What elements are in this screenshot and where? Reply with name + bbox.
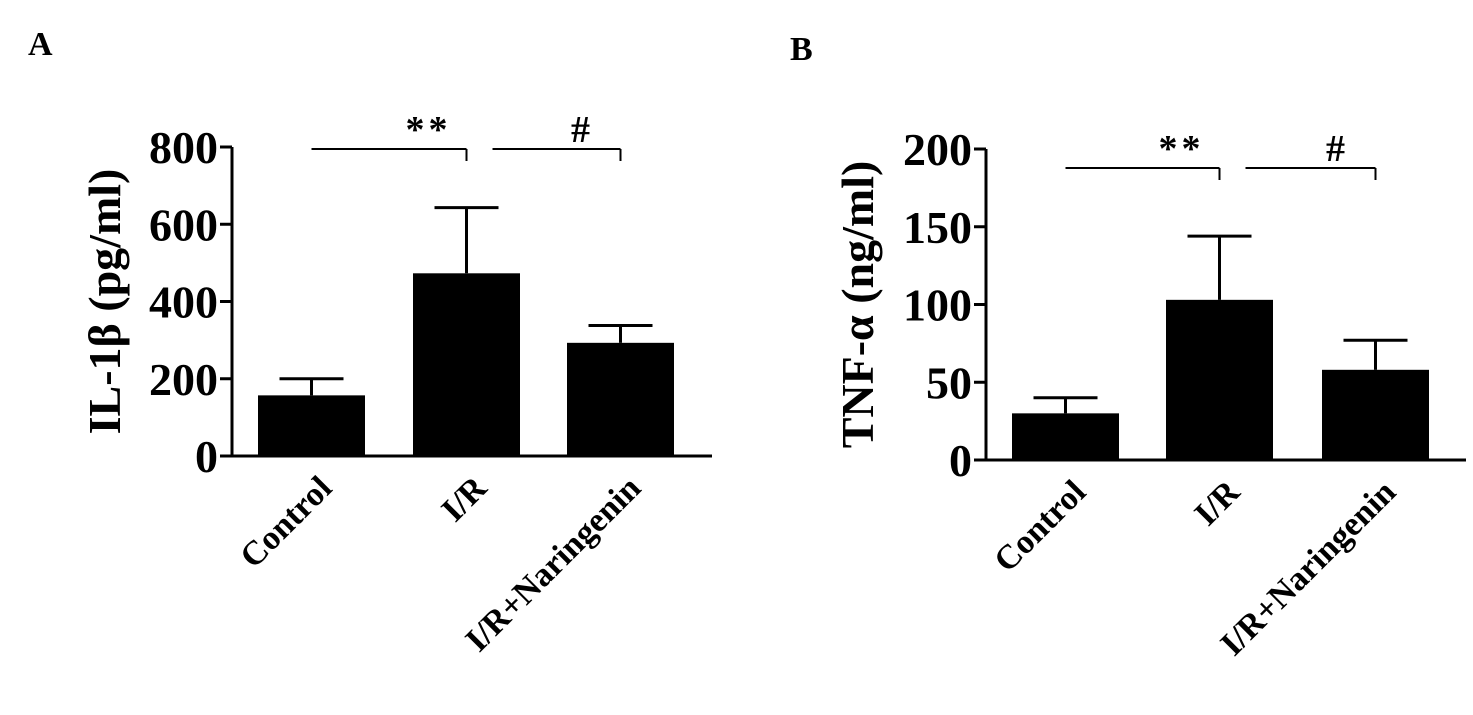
- significance-label: **: [406, 109, 452, 151]
- x-tick-label: I/R: [1188, 473, 1248, 533]
- y-tick-label: 200: [903, 124, 972, 175]
- y-axis-label: IL-1β (pg/ml): [79, 169, 130, 435]
- y-tick-label: 200: [149, 354, 218, 405]
- bar: [1166, 299, 1273, 460]
- bar: [1322, 369, 1429, 460]
- x-tick-label: I/R: [435, 469, 495, 529]
- y-tick-label: 150: [903, 202, 972, 253]
- significance-label: #: [571, 109, 594, 151]
- y-tick-label: 100: [903, 280, 972, 331]
- significance-label: #: [1326, 128, 1349, 170]
- y-tick-label: 0: [195, 431, 218, 482]
- bar: [1012, 413, 1119, 460]
- y-tick-label: 600: [149, 199, 218, 250]
- y-tick-label: 800: [149, 122, 218, 173]
- y-axis-label: TNF-α (ng/ml): [832, 161, 883, 449]
- y-tick-label: 400: [149, 277, 218, 328]
- x-tick-label: Control: [233, 469, 339, 575]
- bar: [567, 342, 674, 456]
- bar: [258, 395, 365, 456]
- x-tick-label: Control: [987, 473, 1093, 579]
- panel-letter: B: [790, 31, 813, 68]
- panel-letter: A: [28, 26, 53, 63]
- bar: [413, 273, 520, 456]
- y-tick-label: 50: [926, 357, 972, 408]
- significance-label: **: [1159, 128, 1205, 170]
- y-tick-label: 0: [949, 435, 972, 486]
